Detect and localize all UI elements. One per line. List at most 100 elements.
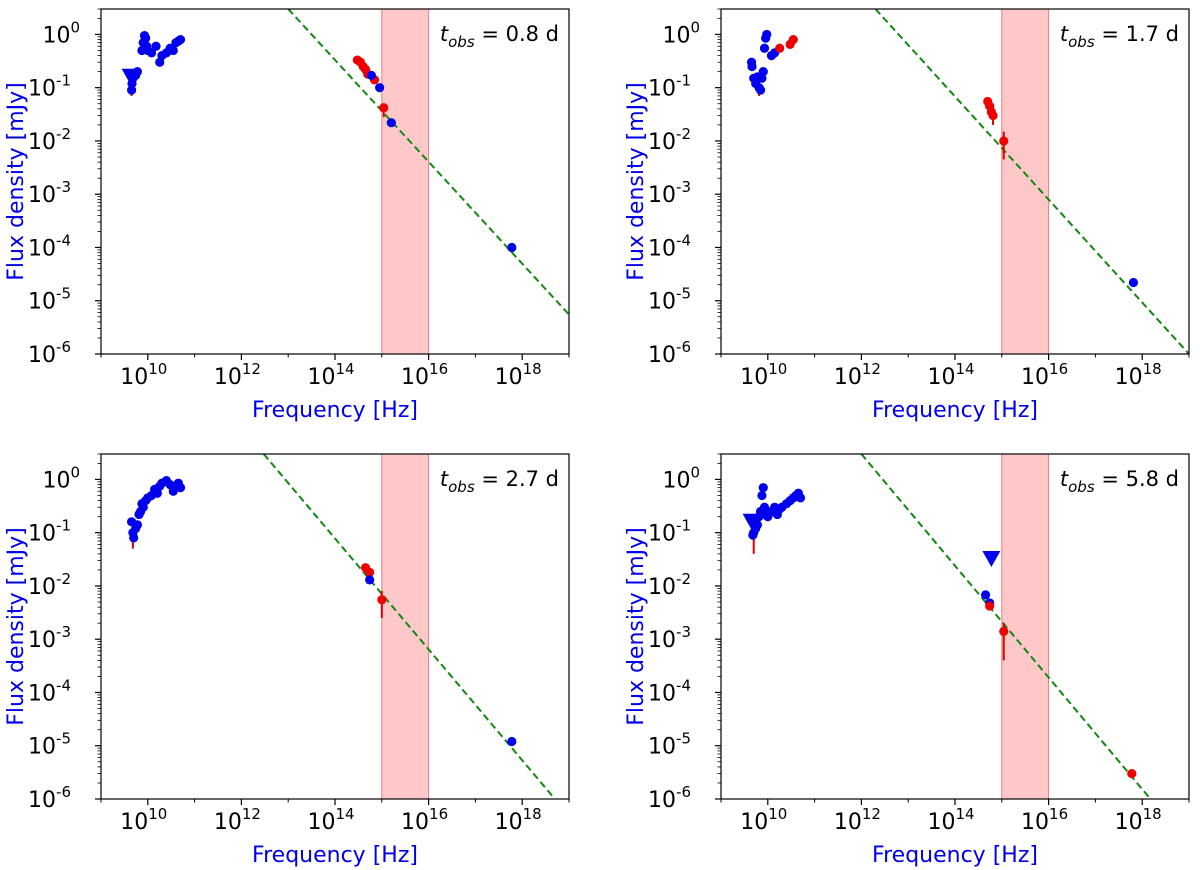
y-tick-label: 10-2 [648, 570, 691, 600]
plot-area [746, 9, 1189, 354]
x-tick-label: 1016 [1021, 360, 1068, 390]
x-tick-label: 1012 [834, 360, 881, 390]
data-point-radio-10 [759, 43, 770, 53]
y-tick-label: 10-6 [28, 338, 71, 368]
data-point-optical-2 [999, 626, 1009, 637]
x-tick-label: 1012 [834, 805, 881, 835]
data-point-optical-3 [377, 595, 387, 605]
data-point-radio-9 [758, 67, 768, 77]
shaded-band [1001, 9, 1050, 354]
x-axis-label: Frequency [Hz] [872, 398, 1038, 423]
y-tick-label: 10-4 [648, 676, 691, 706]
plot-area [121, 9, 569, 354]
data-point-radio-red-3 [788, 34, 798, 45]
chart-panel-4: 1010 1012 1014 1016 1018 10-6 10-5 10-4 10-3 10-2… [624, 453, 1190, 868]
x-tick-label: 1010 [740, 360, 787, 390]
y-tick-label: 10-1 [648, 517, 691, 547]
x-tick-label: 1014 [307, 360, 354, 390]
y-tick-label: 100 [42, 463, 80, 493]
data-point-radio-8 [758, 483, 768, 493]
shaded-band [381, 454, 430, 799]
x-tick-label: 1016 [401, 805, 448, 835]
y-tick-label: 10-2 [28, 570, 71, 600]
data-point-optical-blue-1 [366, 70, 377, 81]
plot-frame [720, 453, 1190, 800]
data-point-optical-blue-2 [375, 83, 385, 93]
y-tick-label: 10-2 [648, 125, 691, 155]
plot-area [126, 454, 556, 799]
data-point-xray-1 [507, 736, 517, 747]
x-tick-label: 1014 [927, 360, 974, 390]
data-point-radio-12 [762, 29, 772, 40]
y-axis-label: Flux density [mJy] [4, 527, 29, 725]
y-tick-label: 10-5 [648, 730, 691, 760]
observation-time-annotation: tobs = 1.7 d [1060, 22, 1179, 51]
y-tick-label: 10-3 [28, 623, 71, 653]
upper-limit-marker-1 [121, 68, 140, 85]
data-point-radio-3 [129, 533, 139, 543]
x-tick-label: 1014 [307, 805, 354, 835]
upper-limit-marker-2 [982, 551, 1001, 568]
x-tick-label: 1010 [740, 805, 787, 835]
data-point-radio-7 [757, 490, 767, 501]
data-point-radio-red-1 [775, 43, 785, 53]
upper-limit-marker-1 [742, 513, 761, 530]
y-tick-label: 10-2 [28, 125, 71, 155]
y-tick-label: 10-4 [28, 231, 71, 261]
shaded-band [381, 9, 430, 354]
y-tick-label: 10-1 [28, 517, 71, 547]
fit-line [262, 454, 556, 799]
observation-time-annotation: tobs = 0.8 d [440, 22, 559, 51]
chart-panel-2: 1010 1012 1014 1016 1018 10-6 10-5 10-4 10-3 10-2… [624, 8, 1190, 423]
data-point-optical-2 [365, 567, 375, 577]
data-point-xray-1 [1127, 768, 1137, 779]
x-tick-label: 1018 [1115, 805, 1162, 835]
data-point-radio-9 [759, 502, 770, 512]
y-tick-label: 100 [42, 18, 80, 48]
y-tick-label: 10-6 [648, 338, 691, 368]
x-tick-label: 1010 [120, 360, 167, 390]
data-point-optical-blue-1 [980, 590, 991, 600]
data-point-radio-21 [175, 34, 186, 45]
y-tick-label: 10-1 [28, 72, 71, 102]
y-axis-label: Flux density [mJy] [624, 527, 649, 725]
data-point-optical-5 [999, 136, 1009, 146]
x-tick-label: 1014 [927, 805, 974, 835]
data-point-optical-blue-3 [386, 118, 396, 128]
y-tick-label: 10-4 [648, 231, 691, 261]
y-tick-label: 10-3 [648, 623, 691, 653]
data-point-radio-14 [152, 488, 162, 498]
x-tick-label: 1016 [401, 360, 448, 390]
plot-frame [720, 8, 1190, 355]
y-axis-label: Flux density [mJy] [624, 82, 649, 280]
y-tick-label: 10-3 [648, 178, 691, 208]
x-tick-label: 1010 [120, 805, 167, 835]
data-point-radio-9 [141, 33, 151, 43]
data-point-radio-5 [132, 520, 143, 530]
data-point-radio-7 [755, 85, 766, 95]
plot-area [742, 454, 1152, 799]
data-point-radio-12 [146, 48, 157, 58]
fit-line [860, 454, 1152, 799]
x-tick-label: 1018 [1115, 360, 1162, 390]
y-tick-label: 10-4 [28, 676, 71, 706]
shaded-band [1001, 454, 1050, 799]
y-tick-label: 10-5 [28, 285, 71, 315]
fit-line [287, 9, 569, 316]
x-tick-label: 1018 [495, 360, 542, 390]
data-point-radio-22 [175, 483, 186, 493]
y-tick-label: 100 [662, 463, 700, 493]
chart-panel-3: 1010 1012 1014 1016 1018 10-6 10-5 10-4 10-3 10-2… [4, 453, 570, 868]
observation-time-annotation: tobs = 2.7 d [440, 467, 559, 496]
chart-panel-1: 1010 1012 1014 1016 1018 10-6 10-5 10-4 10-3 10-2… [4, 8, 570, 423]
x-tick-label: 1012 [214, 805, 261, 835]
data-point-optical-1 [985, 601, 995, 611]
data-point-radio-1 [126, 85, 137, 95]
data-point-radio-22 [795, 493, 806, 503]
x-tick-label: 1018 [495, 805, 542, 835]
data-point-radio-18 [168, 45, 178, 56]
x-axis-label: Frequency [Hz] [252, 843, 418, 868]
data-point-xray-1 [1128, 277, 1139, 288]
observation-time-annotation: tobs = 5.8 d [1060, 467, 1179, 496]
